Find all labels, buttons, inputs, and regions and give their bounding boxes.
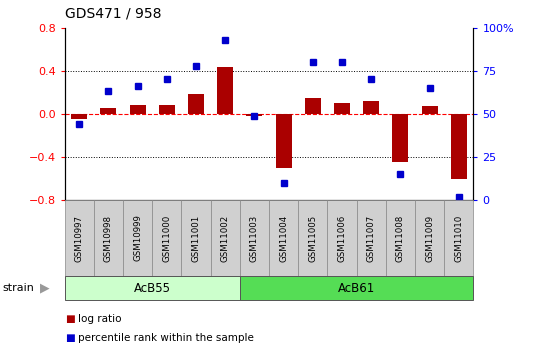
Text: GSM10997: GSM10997 <box>75 215 84 262</box>
Text: GSM11004: GSM11004 <box>279 215 288 262</box>
Text: AcB61: AcB61 <box>338 282 375 295</box>
Bar <box>71 114 87 119</box>
Text: ■: ■ <box>65 314 74 324</box>
Text: GSM11000: GSM11000 <box>162 215 171 262</box>
Text: GDS471 / 958: GDS471 / 958 <box>65 7 161 21</box>
Text: GSM11007: GSM11007 <box>367 215 376 262</box>
Text: strain: strain <box>3 283 34 293</box>
Bar <box>217 68 233 114</box>
Text: ▶: ▶ <box>40 282 50 295</box>
Bar <box>363 101 379 114</box>
Bar <box>188 95 204 114</box>
Text: GSM11005: GSM11005 <box>308 215 317 262</box>
Text: GSM11008: GSM11008 <box>396 215 405 262</box>
Text: AcB55: AcB55 <box>133 282 171 295</box>
Text: percentile rank within the sample: percentile rank within the sample <box>78 333 254 343</box>
Text: ■: ■ <box>65 333 74 343</box>
Text: GSM11003: GSM11003 <box>250 215 259 262</box>
Text: GSM11001: GSM11001 <box>192 215 201 262</box>
Text: GSM11010: GSM11010 <box>454 215 463 262</box>
Bar <box>275 114 292 168</box>
Text: GSM11009: GSM11009 <box>425 215 434 262</box>
Bar <box>392 114 408 162</box>
Text: log ratio: log ratio <box>78 314 122 324</box>
Bar <box>305 98 321 114</box>
Bar <box>130 105 146 114</box>
Text: GSM11006: GSM11006 <box>337 215 346 262</box>
Bar <box>159 105 175 114</box>
Text: GSM11002: GSM11002 <box>221 215 230 262</box>
Bar <box>451 114 467 179</box>
Text: GSM10998: GSM10998 <box>104 215 113 262</box>
Bar <box>246 114 263 116</box>
Bar <box>100 108 116 114</box>
Text: GSM10999: GSM10999 <box>133 215 142 262</box>
Bar <box>334 103 350 114</box>
Bar <box>422 106 437 114</box>
